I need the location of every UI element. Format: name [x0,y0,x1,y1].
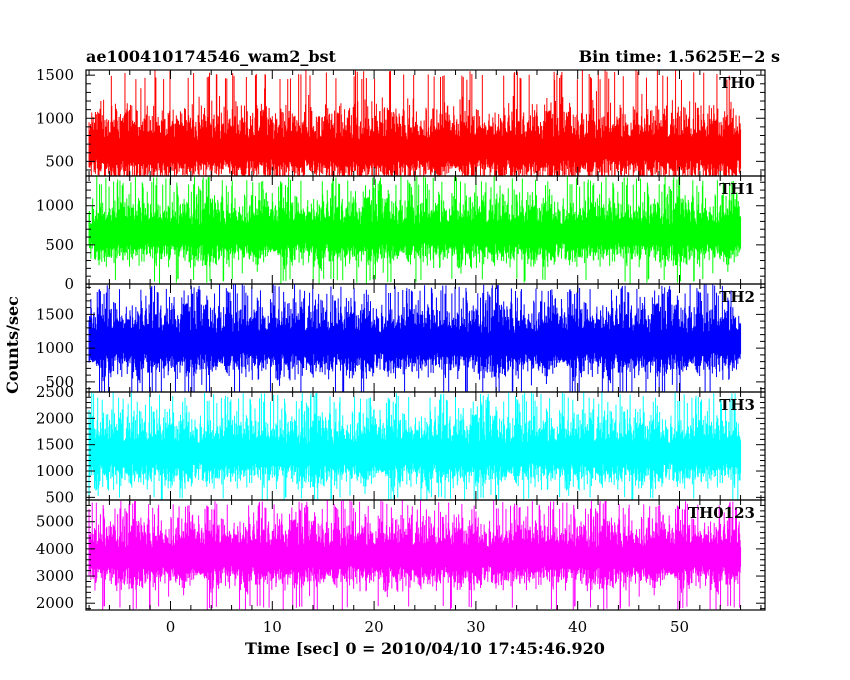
panel-label-th1: TH1 [719,180,755,198]
y-tick-label: 500 [45,488,74,506]
panel-label-th3: TH3 [719,396,755,414]
x-tick-label: 30 [466,618,485,636]
panel-frame-th0123 [85,499,766,611]
bin-time-label: Bin time: 1.5625E−2 s [579,47,780,66]
series-th3 [88,392,742,500]
y-tick-label: 1500 [36,66,74,84]
y-tick-label: 4000 [36,540,74,558]
series-th0123 [88,500,742,610]
x-tick-label: 50 [670,618,689,636]
series-th2 [88,284,742,392]
y-tick-label: 1000 [36,462,74,480]
y-tick-label: 500 [45,373,74,391]
y-tick-label: 2000 [36,409,74,427]
chart-title: ae100410174546_wam2_bst [86,47,337,66]
series-th0 [88,70,742,176]
y-tick-label: 500 [45,236,74,254]
y-tick-label: 1000 [36,197,74,215]
y-axis-label: Counts/sec [3,296,22,394]
x-tick-label: 20 [365,618,384,636]
y-tick-label: 1000 [36,339,74,357]
y-tick-label: 1500 [36,436,74,454]
panel-label-th0123: TH0123 [688,504,755,522]
y-tick-label: 3000 [36,567,74,585]
y-tick-label: 5000 [36,513,74,531]
panel-label-th0: TH0 [719,74,755,92]
y-tick-label: 2000 [36,594,74,612]
y-tick-label: 0 [64,275,74,293]
y-tick-label: 1500 [36,305,74,323]
x-axis-label: Time [sec] 0 = 2010/04/10 17:45:46.920 [245,639,605,658]
series-th1 [88,176,742,284]
y-tick-label: 2500 [36,383,74,401]
panel-label-th2: TH2 [719,288,755,306]
x-tick-label: 40 [568,618,587,636]
x-tick-label: 10 [263,618,282,636]
x-tick-label: 0 [166,618,176,636]
y-tick-label: 500 [45,152,74,170]
y-tick-label: 1000 [36,109,74,127]
